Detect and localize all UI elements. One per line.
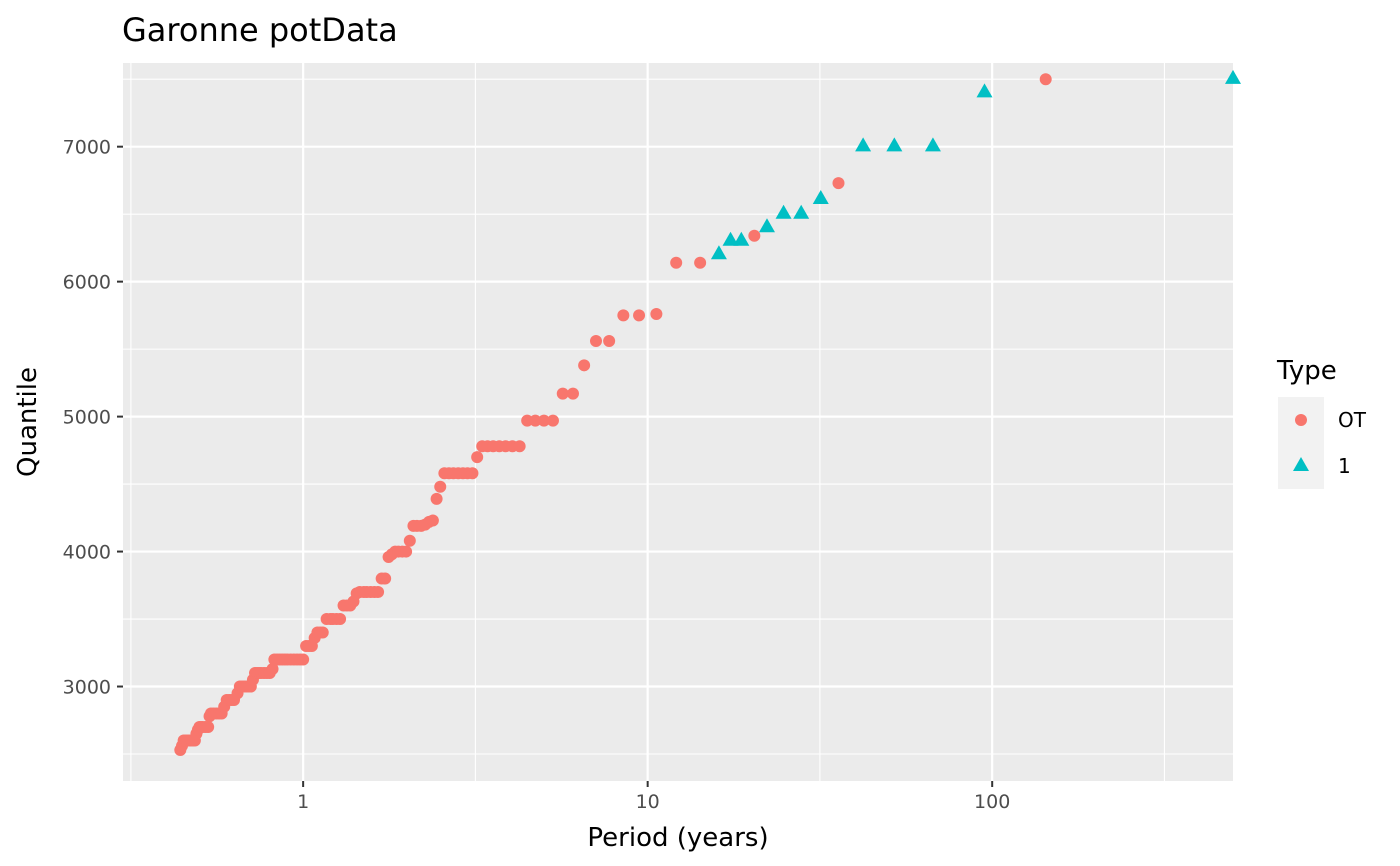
data-point-series-0 [202, 721, 215, 734]
x-axis-title: Period (years) [587, 823, 768, 853]
y-axis: 3000 4000 5000 6000 7000 [63, 137, 123, 699]
data-point-series-0 [694, 256, 707, 269]
data-point-series-1 [812, 189, 829, 204]
y-tick-label: 4000 [63, 542, 111, 564]
data-point-series-1 [733, 231, 750, 246]
data-point-series-1 [886, 137, 903, 152]
data-point-series-0 [426, 514, 439, 527]
y-axis-title: Quantile [13, 367, 43, 477]
data-point-series-0 [670, 256, 683, 269]
y-tick-label: 6000 [63, 272, 111, 294]
data-point-series-0 [537, 414, 550, 427]
data-point-series-0 [297, 653, 310, 666]
data-point-series-0 [546, 414, 559, 427]
legend-title: Type [1276, 356, 1337, 386]
data-point-series-0 [513, 440, 526, 453]
data-points [174, 69, 1241, 756]
data-point-series-0 [430, 492, 443, 505]
data-point-series-0 [471, 451, 484, 464]
y-tick-label: 7000 [63, 137, 111, 159]
data-point-series-1 [793, 204, 810, 219]
data-point-series-1 [722, 231, 739, 246]
x-tick-label: 10 [636, 791, 660, 813]
x-axis: 1 10 100 [297, 781, 1010, 813]
data-point-series-0 [603, 335, 616, 348]
data-point-series-0 [316, 626, 329, 639]
x-tick-label: 1 [297, 791, 309, 813]
data-point-series-0 [529, 414, 542, 427]
data-point-series-0 [334, 613, 347, 626]
legend-label-1: 1 [1338, 454, 1351, 478]
data-point-series-0 [566, 387, 579, 400]
chart-title: Garonne potData [122, 11, 398, 49]
data-point-series-1 [758, 218, 775, 233]
legend-label-ot: OT [1338, 408, 1367, 432]
legend-key-1-marker [1293, 457, 1309, 471]
data-point-series-1 [855, 137, 872, 152]
data-point-series-0 [617, 309, 630, 322]
x-tick-label: 100 [974, 791, 1010, 813]
data-point-series-0 [379, 572, 392, 585]
data-point-series-1 [976, 83, 993, 98]
legend: Type OT 1 [1276, 356, 1367, 489]
data-point-series-0 [556, 387, 569, 400]
data-point-series-0 [400, 545, 413, 558]
data-point-series-1 [710, 245, 727, 260]
legend-key-ot-marker [1295, 414, 1307, 426]
data-point-series-0 [372, 586, 385, 599]
data-point-series-0 [1039, 73, 1052, 86]
data-point-series-0 [650, 308, 663, 321]
y-tick-label: 5000 [63, 407, 111, 429]
plot-panel [123, 63, 1233, 781]
data-point-series-0 [589, 335, 602, 348]
data-point-series-0 [633, 309, 646, 322]
data-point-series-0 [434, 480, 447, 493]
data-point-series-1 [775, 204, 792, 219]
data-point-series-0 [748, 229, 761, 242]
data-point-series-0 [266, 662, 279, 675]
data-point-series-0 [832, 177, 845, 190]
data-point-series-1 [1225, 69, 1241, 84]
data-point-series-0 [466, 467, 479, 480]
y-tick-label: 3000 [63, 677, 111, 699]
grid-major [123, 63, 1233, 781]
data-point-series-1 [924, 137, 941, 152]
data-point-series-0 [578, 359, 591, 372]
data-point-series-0 [403, 534, 416, 547]
